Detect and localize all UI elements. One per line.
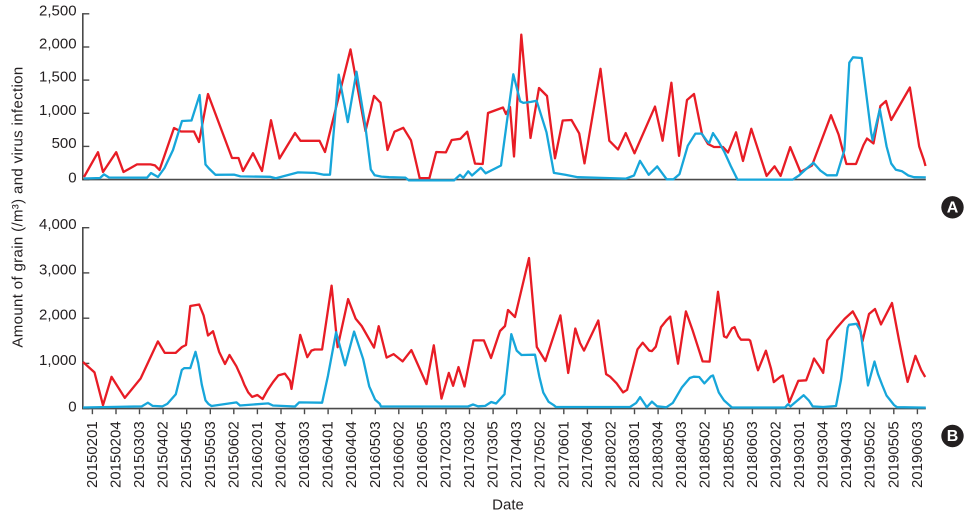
- svg-text:B: B: [947, 428, 959, 445]
- svg-text:20160303: 20160303: [296, 421, 313, 488]
- svg-text:A: A: [947, 199, 959, 216]
- svg-text:20150503: 20150503: [202, 421, 219, 488]
- svg-text:20190505: 20190505: [885, 421, 902, 488]
- svg-text:20190403: 20190403: [838, 421, 855, 488]
- svg-text:2,000: 2,000: [39, 307, 77, 324]
- svg-text:Date: Date: [492, 497, 524, 514]
- svg-text:20180505: 20180505: [720, 421, 737, 488]
- svg-text:20180502: 20180502: [697, 421, 714, 488]
- svg-text:20170601: 20170601: [555, 421, 572, 488]
- svg-text:1,000: 1,000: [39, 352, 77, 369]
- svg-text:20180301: 20180301: [626, 421, 643, 488]
- svg-text:20170604: 20170604: [579, 421, 596, 488]
- svg-text:20170403: 20170403: [508, 421, 525, 488]
- svg-text:20190202: 20190202: [768, 421, 785, 488]
- svg-text:20150602: 20150602: [225, 421, 242, 488]
- svg-text:20160404: 20160404: [343, 421, 360, 488]
- svg-text:20160503: 20160503: [367, 421, 384, 488]
- svg-text:20150204: 20150204: [108, 421, 125, 488]
- svg-text:20160401: 20160401: [320, 421, 337, 488]
- svg-text:4,000: 4,000: [39, 216, 77, 233]
- svg-text:500: 500: [52, 135, 77, 152]
- svg-text:20150402: 20150402: [155, 421, 172, 488]
- svg-text:1,500: 1,500: [39, 69, 77, 86]
- svg-text:20190301: 20190301: [791, 421, 808, 488]
- svg-text:20160602: 20160602: [390, 421, 407, 488]
- svg-text:20150303: 20150303: [131, 421, 148, 488]
- svg-text:0: 0: [68, 169, 76, 186]
- svg-text:Amount of grain (/m³) and viru: Amount of grain (/m³) and virus infectio…: [10, 66, 27, 347]
- svg-text:20160605: 20160605: [414, 421, 431, 488]
- svg-text:20150405: 20150405: [178, 421, 195, 488]
- svg-text:20150201: 20150201: [84, 421, 101, 488]
- svg-text:20180603: 20180603: [744, 421, 761, 488]
- svg-text:20180202: 20180202: [603, 421, 620, 488]
- svg-text:2,000: 2,000: [39, 36, 77, 53]
- svg-text:0: 0: [68, 398, 76, 415]
- svg-text:20160204: 20160204: [273, 421, 290, 488]
- svg-text:3,000: 3,000: [39, 261, 77, 278]
- svg-text:20170305: 20170305: [485, 421, 502, 488]
- svg-text:20190502: 20190502: [862, 421, 879, 488]
- svg-text:20190603: 20190603: [909, 421, 926, 488]
- svg-text:20170203: 20170203: [438, 421, 455, 488]
- svg-text:20180304: 20180304: [650, 421, 667, 488]
- svg-text:2,500: 2,500: [39, 2, 77, 19]
- svg-text:20190304: 20190304: [815, 421, 832, 488]
- svg-text:20170502: 20170502: [532, 421, 549, 488]
- svg-text:1,000: 1,000: [39, 102, 77, 119]
- svg-text:20180403: 20180403: [673, 421, 690, 488]
- svg-text:20170302: 20170302: [461, 421, 478, 488]
- svg-text:20160201: 20160201: [249, 421, 266, 488]
